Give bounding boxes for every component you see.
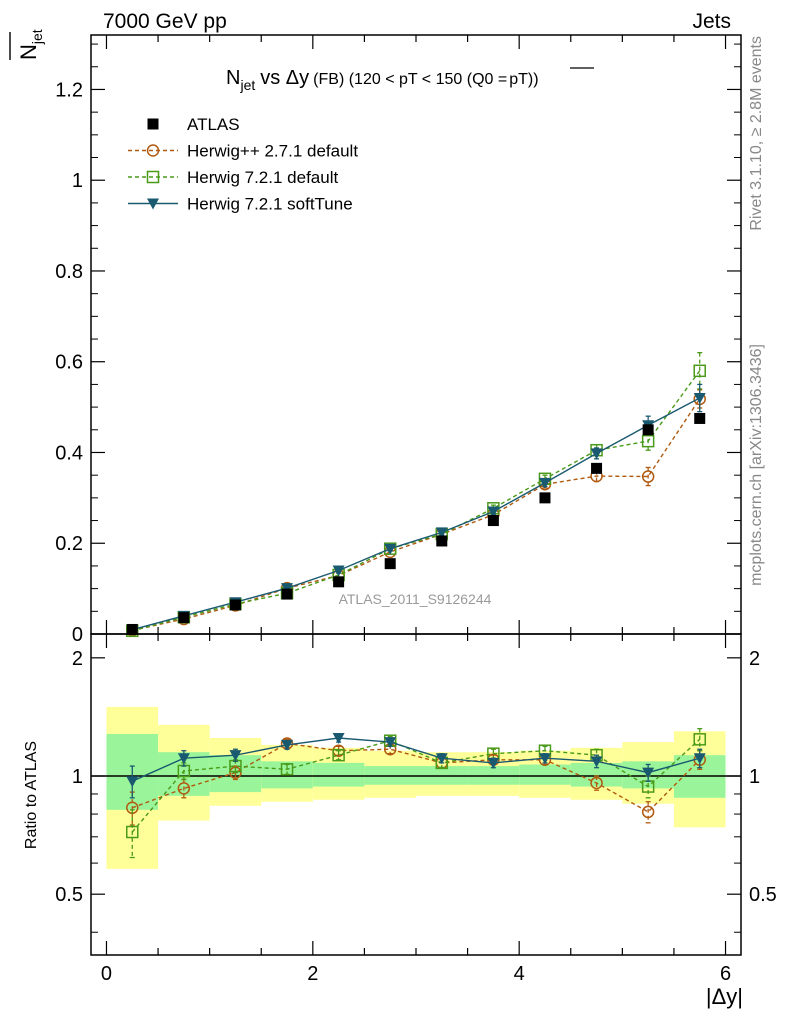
main-point-atlas (126, 623, 138, 635)
legend-entry-herwigpp: Herwig++ 2.7.1 default (128, 142, 358, 161)
ratio-point-softtune (126, 776, 139, 788)
main-ylabel: Njet (9, 29, 45, 60)
ratio-xtick-label: 6 (720, 963, 731, 985)
x-axis-label: |Δy| (706, 984, 743, 1009)
ratio-point-softtune (384, 737, 397, 749)
ratio-ytick-label: 2 (72, 648, 83, 670)
main-ytick-label: 1 (72, 170, 83, 192)
legend-entry-herwig721: Herwig 7.2.1 default (128, 168, 338, 187)
main-point-softtune (435, 527, 448, 539)
ratio-xtick-label: 0 (101, 963, 112, 985)
main-point-atlas (436, 535, 448, 547)
ratio-ytick-label: 0.5 (55, 884, 83, 906)
main-line-softtune (132, 397, 701, 631)
main-point-atlas (333, 576, 345, 588)
ratio-band-inner (570, 762, 623, 787)
main-point-softtune (384, 543, 397, 555)
analysis-watermark: ATLAS_2011_S9126244 (339, 591, 492, 607)
energy-label: 7000 GeV pp (103, 10, 227, 33)
legend: ATLAS Herwig++ 2.7.1 default Herwig 7.2.1 … (128, 115, 358, 214)
ratio-point-softtune (177, 753, 190, 765)
main-point-softtune (487, 506, 500, 518)
ratio-point-softtune (487, 757, 500, 769)
ratio-point-softtune (281, 739, 294, 751)
ratio-ytick-label-right: 0.5 (749, 884, 777, 906)
main-point-atlas (178, 612, 190, 624)
ratio-point-softtune (590, 756, 603, 768)
ratio-xtick-label: 4 (514, 963, 525, 985)
ratio-ytick-label-right: 2 (749, 648, 760, 670)
ratio-point-softtune (435, 753, 448, 765)
ratio-panel-axes: 0.5 0.5 1 1 2 2 0 2 4 6 (55, 634, 777, 985)
main-point-atlas (694, 412, 706, 424)
ratio-point-softtune (642, 767, 655, 779)
mcplots-label: mcplots.cern.ch [arXiv:1306.3436] (748, 344, 765, 586)
ratio-point-herwig721 (126, 825, 139, 839)
ratio-band-inner (312, 762, 365, 787)
main-point-herwigpp (641, 470, 655, 483)
main-line-herwigpp (132, 398, 701, 632)
ratio-line-softtune (132, 737, 700, 782)
main-ytick-label: 0 (72, 624, 83, 646)
ratio-line-herwig721 (131, 738, 701, 833)
main-point-atlas (281, 588, 293, 600)
legend-entry-atlas: ATLAS (147, 115, 240, 134)
ratio-panel-marks (126, 728, 706, 859)
legend-label-herwigpp: Herwig++ 2.7.1 default (187, 142, 358, 161)
main-point-softtune (332, 565, 345, 577)
legend-label-atlas: ATLAS (187, 115, 240, 134)
ratio-xtick-label: 2 (307, 963, 318, 985)
main-title: Njet vs Δy (FB) (120 < pT < 150 (Q0 = pT)) (226, 67, 539, 93)
legend-label-softtune: Herwig 7.2.1 softTune (187, 195, 353, 214)
legend-marker-softtune (147, 198, 159, 210)
main-ytick-label: 1.2 (55, 79, 83, 101)
rivet-label: Rivet 3.1.10, ≥ 2.8M events (748, 36, 765, 231)
main-point-atlas (229, 599, 241, 611)
ratio-ylabel: Ratio to ATLAS (23, 741, 40, 849)
ratio-point-softtune (332, 732, 345, 744)
main-point-herwig721 (693, 364, 706, 378)
ratio-point-herwigpp (641, 805, 655, 819)
ratio-point-herwig721 (693, 733, 706, 746)
main-point-atlas (591, 462, 603, 474)
ratio-point-herwig721 (332, 748, 345, 762)
ratio-point-softtune (229, 750, 242, 762)
ratio-ytick-label-right: 1 (749, 766, 760, 788)
ratio-band-inner (519, 764, 571, 785)
ratio-point-herwigpp (590, 776, 603, 790)
main-point-atlas (487, 515, 499, 527)
main-point-herwig721 (641, 434, 655, 448)
main-ytick-label: 0.8 (55, 261, 83, 283)
main-point-atlas (539, 492, 551, 504)
ratio-point-softtune (538, 753, 551, 765)
ratio-point-softtune (693, 753, 706, 765)
main-panel-marks (126, 352, 706, 638)
process-label: Jets (692, 10, 731, 33)
main-point-softtune (538, 477, 551, 489)
ratio-point-herwigpp (177, 782, 191, 795)
main-point-atlas (642, 424, 654, 436)
ratio-panel-bands (91, 706, 741, 869)
main-panel-axes: 0 0.2 0.4 0.6 0.8 1 1.2 (55, 35, 741, 646)
ratio-line-herwigpp (132, 742, 701, 813)
legend-marker-herwigpp (146, 144, 160, 157)
main-ytick-label: 0.4 (55, 442, 83, 464)
ratio-ytick-label: 1 (72, 766, 83, 788)
main-point-atlas (384, 558, 396, 570)
main-point-softtune (590, 448, 603, 460)
main-point-softtune (693, 393, 706, 405)
legend-marker-atlas (147, 118, 159, 130)
ratio-point-herwig721 (280, 763, 294, 776)
main-ytick-label: 0.2 (55, 533, 83, 555)
legend-entry-softtune: Herwig 7.2.1 softTune (128, 195, 353, 214)
legend-marker-herwig721 (146, 170, 160, 184)
svg-text:Njet: Njet (16, 29, 45, 60)
legend-label-herwig721: Herwig 7.2.1 default (187, 168, 338, 187)
main-ytick-label: 0.6 (55, 352, 83, 374)
